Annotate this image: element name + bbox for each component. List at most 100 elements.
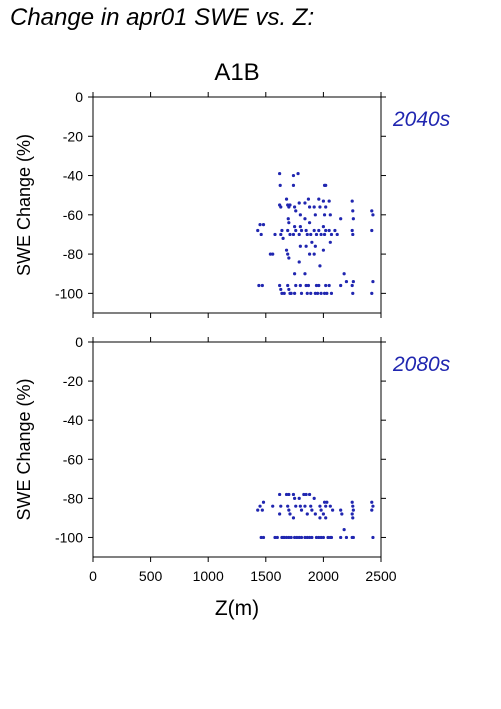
data-point [279, 504, 283, 508]
data-point [289, 535, 293, 540]
data-point [256, 508, 260, 512]
data-point [319, 535, 323, 540]
data-point [350, 500, 354, 504]
data-point [260, 508, 264, 512]
y-tick-label: -80 [63, 490, 83, 506]
data-point [342, 528, 346, 532]
data-point [299, 508, 304, 512]
data-point [289, 291, 293, 295]
data-point [317, 535, 321, 540]
data-point [284, 535, 289, 540]
data-point [351, 291, 355, 295]
y-axis-label: SWE Change (%) [14, 378, 34, 520]
data-point [303, 201, 307, 205]
y-tick-label: -40 [63, 412, 83, 428]
data-point [291, 173, 296, 178]
data-point [371, 504, 375, 508]
data-point [316, 291, 320, 295]
data-point [351, 516, 355, 520]
x-tick-label: 1500 [250, 568, 281, 584]
y-axis-label: SWE Change (%) [14, 134, 34, 276]
data-point [287, 508, 291, 512]
period-label: 2080s [392, 353, 451, 376]
data-point [302, 492, 306, 497]
x-tick-label: 1000 [193, 568, 224, 584]
data-point [294, 283, 298, 288]
y-tick-label: -80 [63, 246, 83, 262]
data-point [370, 209, 374, 213]
data-point [294, 228, 298, 233]
data-point [370, 291, 374, 295]
data-point [307, 221, 312, 225]
data-point [282, 535, 286, 540]
data-point [317, 228, 321, 233]
data-point [281, 236, 285, 240]
data-point [339, 535, 343, 540]
data-point [259, 232, 263, 237]
x-tick-label: 500 [139, 568, 163, 584]
data-point [291, 492, 296, 497]
data-point [303, 272, 307, 276]
data-point [344, 535, 349, 540]
data-point [335, 232, 339, 237]
data-point [287, 492, 291, 497]
data-point [342, 272, 346, 276]
data-point [297, 535, 301, 540]
data-point [318, 205, 322, 209]
y-tick-label: -60 [63, 451, 83, 467]
data-point [284, 197, 289, 201]
data-point [309, 504, 313, 508]
data-point [322, 213, 327, 217]
data-point [328, 213, 332, 217]
panels: 0 -20 -40 -60 -80 -100 SWE Change (%) 2040s 0 -20… [14, 89, 451, 620]
data-point [321, 199, 325, 203]
data-point [307, 535, 312, 540]
data-point [305, 512, 309, 516]
data-point [278, 171, 282, 176]
data-point [310, 535, 314, 540]
data-point [350, 199, 354, 203]
data-point [287, 256, 291, 260]
period-label: 2040s [392, 108, 451, 131]
chart-panel-2080s: 0 -20 -40 -60 -80 -100 0 500 1000 1500 2000 2500 SWE… [14, 334, 451, 620]
data-point [258, 504, 262, 508]
data-point [286, 252, 290, 256]
data-point [258, 223, 262, 227]
x-tick-label: 2000 [308, 568, 339, 584]
data-point [318, 516, 322, 520]
data-point [313, 213, 317, 217]
data-point [298, 504, 302, 508]
data-point [297, 260, 301, 264]
data-point [321, 248, 325, 252]
data-point [284, 492, 289, 497]
data-point [286, 228, 290, 233]
x-axis-label: Z(m) [215, 597, 259, 620]
data-point [304, 492, 308, 497]
data-point [298, 283, 302, 288]
data-point [351, 217, 355, 221]
data-point [303, 504, 307, 508]
plot-frame [92, 96, 382, 314]
data-point [327, 283, 331, 288]
data-point [331, 508, 335, 512]
x-tick-label: 0 [89, 568, 97, 584]
data-point [278, 512, 282, 516]
y-tick-label: -60 [63, 207, 83, 223]
data-point [350, 283, 354, 288]
data-point [310, 508, 314, 512]
data-point [317, 197, 321, 201]
x-tick-label: 2500 [365, 568, 396, 584]
data-point [321, 512, 325, 516]
data-point [309, 232, 313, 237]
data-point [286, 504, 290, 508]
data-point [299, 535, 304, 540]
data-point [371, 213, 375, 217]
data-point [256, 228, 260, 233]
data-point [351, 209, 355, 213]
data-point [295, 535, 299, 540]
data-point [317, 283, 321, 288]
data-point [306, 197, 311, 201]
data-point [291, 232, 296, 237]
data-point [261, 535, 266, 540]
data-point [298, 225, 302, 229]
